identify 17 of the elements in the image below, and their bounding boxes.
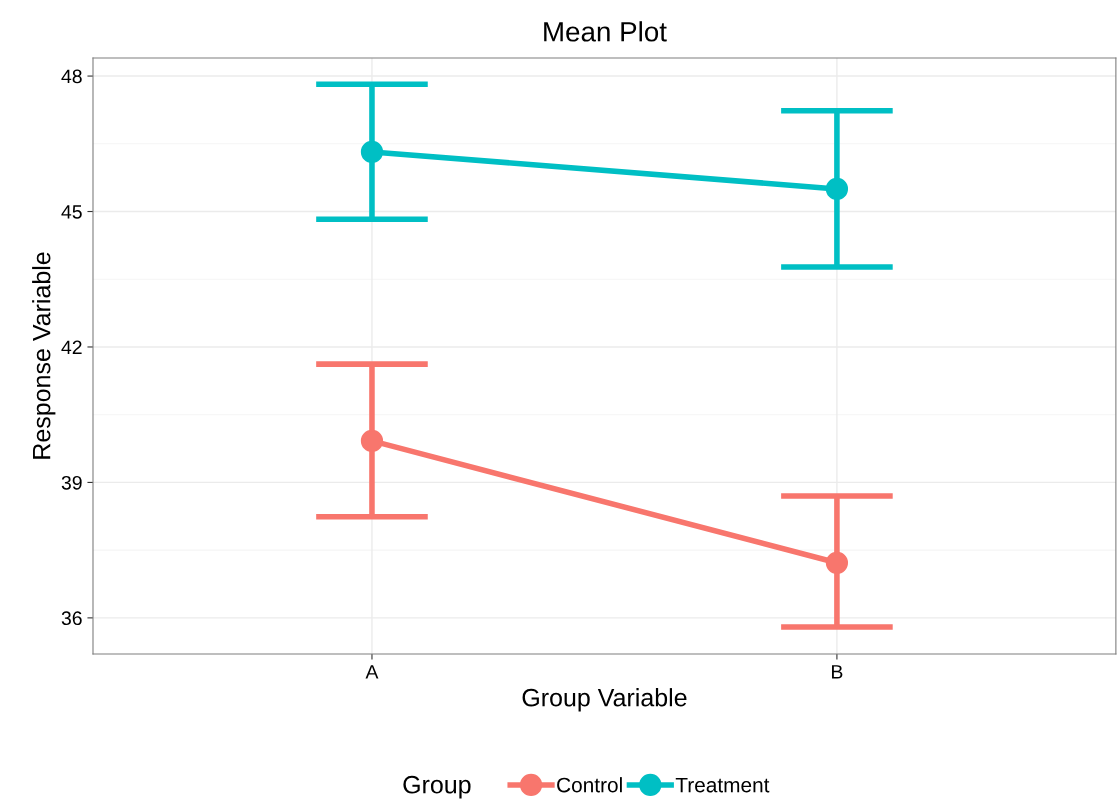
y-tick-label: 42 xyxy=(61,340,82,355)
y-tick-label: 48 xyxy=(61,69,82,84)
x-tick-label: A xyxy=(365,665,379,679)
legend-label: Control xyxy=(557,777,622,793)
y-tick-label: 36 xyxy=(61,611,82,626)
y-tick-label: 45 xyxy=(61,205,82,219)
legend-label: Treatment xyxy=(675,777,770,793)
point xyxy=(825,177,849,201)
legend-title: Group xyxy=(403,775,471,799)
y-axis-title: Response Variable xyxy=(32,252,56,459)
x-tick-label: B xyxy=(832,665,843,679)
chart-title: Mean Plot xyxy=(544,21,667,42)
point xyxy=(360,429,384,452)
point xyxy=(825,551,849,574)
y-tick-label: 39 xyxy=(61,475,82,490)
point xyxy=(360,140,384,164)
x-axis-title: Group Variable xyxy=(522,688,687,712)
